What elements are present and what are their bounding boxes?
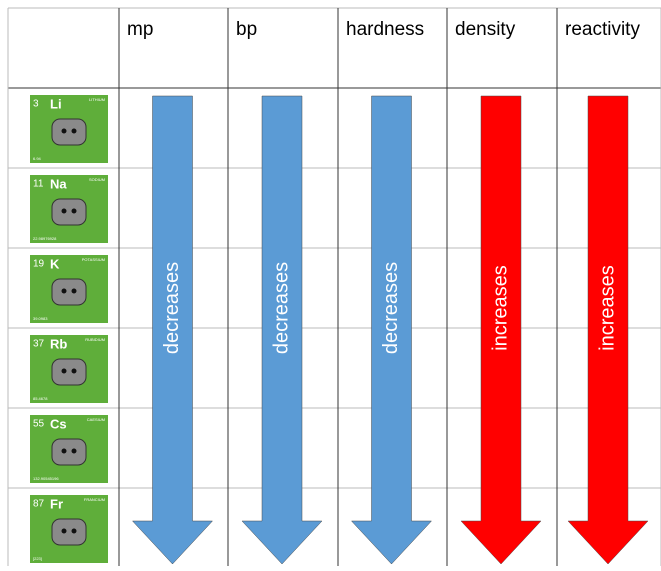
trend-label: decreases xyxy=(161,262,183,354)
tile-figure xyxy=(51,358,87,386)
trend-arrow xyxy=(350,95,433,565)
element-number: 11 xyxy=(33,179,44,190)
tile-figure xyxy=(51,518,87,546)
column-header: hardness xyxy=(346,19,424,40)
element-symbol: Cs xyxy=(50,416,67,431)
trend-arrow xyxy=(567,95,649,565)
tile-eye xyxy=(61,448,67,454)
element-name: RUBIDIUM xyxy=(85,337,105,342)
trend-arrow xyxy=(241,95,323,565)
column-header: density xyxy=(455,19,516,40)
element-mass: 85.4678 xyxy=(33,396,48,401)
tile-figure xyxy=(51,278,87,306)
element-mass: 39.0983 xyxy=(33,316,48,321)
element-symbol: Na xyxy=(50,176,67,191)
column-header: bp xyxy=(236,19,257,40)
tile-eye xyxy=(61,208,67,214)
tile-eye xyxy=(71,288,77,294)
element-mass: 22.98976928 xyxy=(33,236,57,241)
element-number: 87 xyxy=(33,499,45,510)
element-name: SODIUM xyxy=(89,177,105,182)
element-symbol: Rb xyxy=(50,336,67,351)
tile-eye xyxy=(71,528,77,534)
tile-eye xyxy=(71,128,77,134)
tile-eye xyxy=(71,208,77,214)
element-number: 3 xyxy=(33,99,39,110)
tile-eye xyxy=(61,128,67,134)
element-number: 37 xyxy=(33,339,45,350)
tile-eye xyxy=(71,368,77,374)
element-name: LITHIUM xyxy=(89,97,105,102)
trend-label: increases xyxy=(489,265,511,351)
element-mass: 6.94 xyxy=(33,156,42,161)
tile-eye xyxy=(71,448,77,454)
element-symbol: Fr xyxy=(50,496,63,511)
element-number: 55 xyxy=(33,419,45,430)
trend-arrow xyxy=(131,95,214,565)
element-symbol: K xyxy=(50,256,60,271)
tile-figure xyxy=(51,118,87,146)
tile-eye xyxy=(61,368,67,374)
tile-figure xyxy=(51,438,87,466)
tile-eye xyxy=(61,288,67,294)
element-name: POTASSIUM xyxy=(82,257,105,262)
element-name: CAESIUM xyxy=(87,417,105,422)
tile-figure xyxy=(51,198,87,226)
element-mass: [223] xyxy=(33,556,42,561)
element-number: 19 xyxy=(33,259,45,270)
element-symbol: Li xyxy=(50,96,62,111)
element-name: FRANCIUM xyxy=(84,497,105,502)
tile-eye xyxy=(61,528,67,534)
column-header: reactivity xyxy=(565,19,640,40)
trend-label: decreases xyxy=(380,262,402,354)
column-header: mp xyxy=(127,19,153,40)
trend-label: increases xyxy=(596,265,618,351)
trend-arrow xyxy=(460,95,542,565)
element-mass: 132.90545196 xyxy=(33,476,59,481)
trend-label: decreases xyxy=(270,262,292,354)
